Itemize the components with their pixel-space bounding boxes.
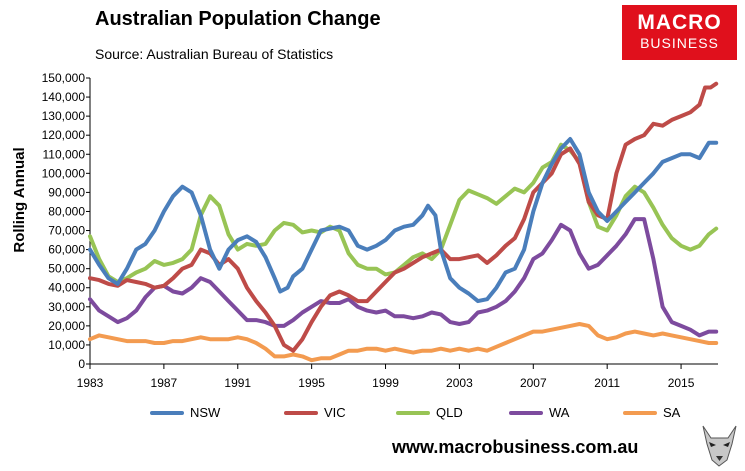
y-tick-label: 140,000 xyxy=(42,90,86,104)
y-tick-label: 30,000 xyxy=(48,300,85,314)
legend-item-nsw: NSW xyxy=(150,405,220,420)
y-tick-label: 0 xyxy=(78,357,85,371)
legend-label: SA xyxy=(663,405,681,420)
series-line-wa xyxy=(88,217,719,338)
x-tick-label: 2011 xyxy=(594,376,620,390)
x-tick-label: 1995 xyxy=(298,376,325,390)
legend-label: WA xyxy=(549,405,570,420)
legend-swatch xyxy=(396,410,430,415)
legend-item-wa: WA xyxy=(509,405,569,420)
y-tick-label: 70,000 xyxy=(48,224,85,238)
series-line-nsw xyxy=(88,137,719,304)
legend-swatch xyxy=(284,410,318,415)
footer-url[interactable]: www.macrobusiness.com.au xyxy=(392,437,639,457)
chart-series xyxy=(88,81,719,363)
legend-item-sa: SA xyxy=(623,405,680,420)
series-line-qld xyxy=(88,142,719,284)
y-tick-label: 100,000 xyxy=(42,166,86,180)
y-tick-label: 110,000 xyxy=(43,147,86,161)
legend-label: NSW xyxy=(190,405,221,420)
legend-swatch xyxy=(623,410,657,415)
y-tick-label: 90,000 xyxy=(48,185,85,199)
x-tick-label: 2007 xyxy=(520,376,547,390)
series-line-vic xyxy=(88,81,719,353)
x-tick-label: 2003 xyxy=(446,376,473,390)
logo-line-1: MACRO xyxy=(637,11,722,34)
y-axis-label: Rolling Annual xyxy=(11,147,28,252)
legend-label: QLD xyxy=(436,405,463,420)
chart-title: Australian Population Change xyxy=(95,8,381,30)
x-tick-label: 1987 xyxy=(151,376,178,390)
chart-source: Source: Australian Bureau of Statistics xyxy=(95,46,334,62)
logo-line-2: BUSINESS xyxy=(640,35,719,51)
y-tick-label: 50,000 xyxy=(48,262,85,276)
y-tick-label: 10,000 xyxy=(48,338,85,352)
macrobusiness-logo: MACRO BUSINESS xyxy=(622,5,737,60)
legend-item-vic: VIC xyxy=(284,405,346,420)
series-line-sa xyxy=(88,322,719,363)
y-tick-label: 150,000 xyxy=(42,71,86,85)
legend-item-qld: QLD xyxy=(396,405,463,420)
legend-swatch xyxy=(509,410,543,415)
x-tick-label: 2015 xyxy=(668,376,695,390)
x-tick-label: 1983 xyxy=(77,376,104,390)
y-tick-label: 130,000 xyxy=(42,109,86,123)
x-tick-label: 1999 xyxy=(372,376,399,390)
y-tick-label: 80,000 xyxy=(48,204,85,218)
legend-swatch xyxy=(150,410,184,415)
chart-axes: 0 10,000 20,000 30,000 40,000 50,000 60,000 70,… xyxy=(42,71,718,390)
x-tick-label: 1991 xyxy=(224,376,251,390)
wolf-mascot-icon xyxy=(702,425,737,467)
y-tick-label: 120,000 xyxy=(42,128,86,142)
y-tick-label: 20,000 xyxy=(48,319,85,333)
legend-label: VIC xyxy=(324,405,346,420)
y-tick-label: 60,000 xyxy=(48,243,85,257)
y-tick-label: 40,000 xyxy=(48,281,85,295)
